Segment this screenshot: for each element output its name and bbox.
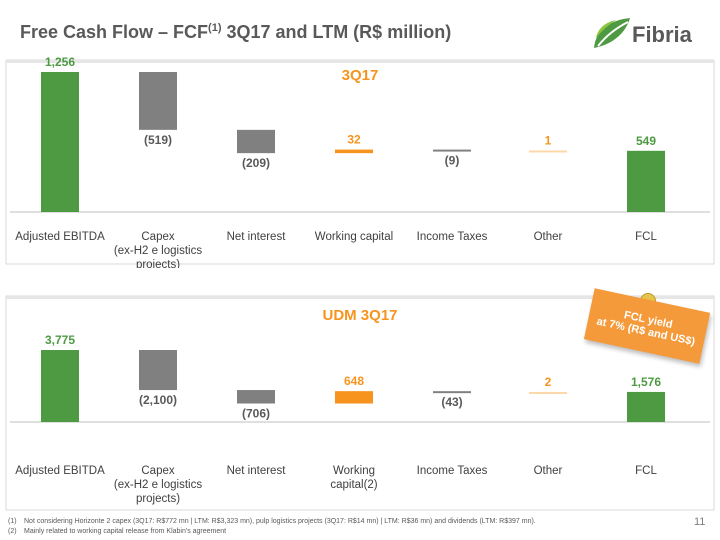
- chart-udm-3q17: UDM 3Q17 3,775 Adjusted EBITDA (2,100) Capex…: [5, 295, 715, 511]
- data-label: (519): [144, 133, 172, 147]
- waterfall-bar: [627, 391, 665, 422]
- footnote-2: (2) Mainly related to working capital rel…: [8, 528, 227, 535]
- footnote-1: (1) Not considering Horizonte 2 capex (3Q…: [8, 518, 536, 525]
- category-label: projects): [136, 493, 180, 505]
- category-label: Working: [333, 465, 375, 477]
- leaf-icon: [594, 18, 630, 48]
- category-label: Net interest: [227, 465, 287, 477]
- category-label: Other: [534, 231, 563, 243]
- data-label: 648: [344, 374, 364, 388]
- category-label: capital(2): [330, 479, 377, 491]
- category-label: projects): [136, 259, 180, 268]
- category-label: Capex: [141, 231, 174, 243]
- waterfall-bar: [139, 350, 177, 391]
- chart-panel: [5, 59, 715, 265]
- waterfall-bar: [41, 72, 79, 212]
- data-label: 1: [545, 133, 552, 147]
- data-label: 1,256: [45, 56, 75, 69]
- waterfall-bar: [433, 391, 471, 394]
- data-label: (706): [242, 407, 270, 421]
- slide-title: Free Cash Flow – FCF(1) 3Q17 and LTM (R$…: [20, 22, 451, 43]
- data-label: 1,576: [631, 375, 661, 389]
- title-rest: 3Q17 and LTM (R$ million): [221, 22, 452, 42]
- category-label: FCL: [635, 231, 657, 243]
- data-label: (209): [242, 156, 270, 170]
- waterfall-bar: [237, 129, 275, 154]
- category-label: (ex-H2 e logistics: [114, 245, 202, 257]
- panel-top-band: [6, 296, 714, 299]
- category-label: Adjusted EBITDA: [15, 465, 105, 477]
- waterfall-bar: [529, 391, 567, 394]
- chart-3q17: 3Q17 1,256 Adjusted EBITDA (519) Capex (ex-H2…: [5, 56, 715, 268]
- category-label: Other: [534, 465, 563, 477]
- category-label: (ex-H2 e logistics: [114, 479, 202, 491]
- data-label: (2,100): [139, 393, 177, 407]
- waterfall-bar: [139, 72, 177, 130]
- category-label: Adjusted EBITDA: [15, 231, 105, 243]
- chart-title: 3Q17: [342, 67, 379, 84]
- data-label: 32: [347, 133, 361, 147]
- waterfall-bar: [237, 390, 275, 404]
- data-label: 2: [545, 375, 552, 389]
- data-label: (43): [441, 395, 462, 409]
- footnotes: (1) Not considering Horizonte 2 capex (3Q…: [8, 517, 536, 537]
- category-label: Income Taxes: [417, 465, 488, 477]
- category-label: Net interest: [227, 231, 287, 243]
- category-label: Capex: [141, 465, 174, 477]
- logo-text: Fibria: [632, 22, 692, 47]
- data-label: (9): [445, 154, 460, 168]
- category-label: Income Taxes: [417, 231, 488, 243]
- chart-title: UDM 3Q17: [322, 307, 397, 324]
- waterfall-bar: [627, 150, 665, 212]
- data-label: 549: [636, 134, 656, 148]
- waterfall-bar: [335, 149, 373, 154]
- category-label: Working capital: [315, 231, 393, 243]
- waterfall-bar: [335, 391, 373, 404]
- category-label: FCL: [635, 465, 657, 477]
- title-main: Free Cash Flow – FCF: [20, 22, 209, 42]
- panel-top-band: [6, 60, 714, 63]
- page-number: 11: [694, 516, 706, 528]
- waterfall-bar: [41, 350, 79, 422]
- title-superscript: (1): [208, 22, 222, 34]
- waterfall-bar: [529, 150, 567, 153]
- waterfall-bar: [433, 149, 471, 152]
- data-label: 3,775: [45, 333, 75, 347]
